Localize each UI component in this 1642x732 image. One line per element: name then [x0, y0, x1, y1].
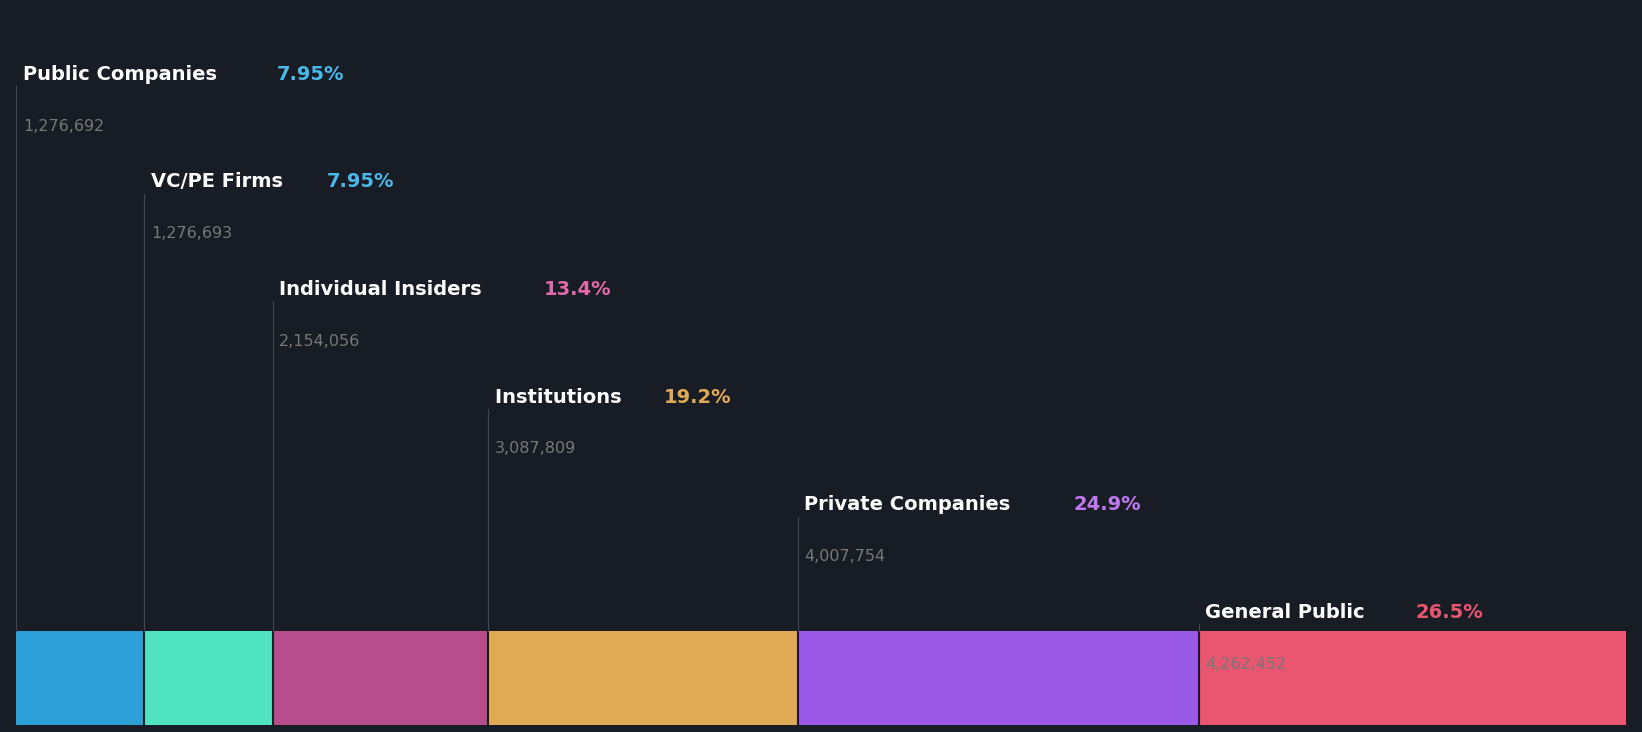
Bar: [273, 632, 488, 725]
Bar: [1199, 632, 1626, 725]
Text: VC/PE Firms: VC/PE Firms: [151, 172, 289, 191]
Text: 1,276,692: 1,276,692: [23, 119, 103, 133]
Text: Institutions: Institutions: [494, 387, 629, 406]
Bar: [144, 632, 273, 725]
Text: 24.9%: 24.9%: [1074, 495, 1141, 514]
Bar: [488, 632, 798, 725]
Text: 2,154,056: 2,154,056: [279, 334, 360, 348]
Text: Private Companies: Private Companies: [805, 495, 1016, 514]
Text: 7.95%: 7.95%: [277, 64, 345, 83]
Text: 13.4%: 13.4%: [544, 280, 611, 299]
Text: 1,276,693: 1,276,693: [151, 226, 232, 241]
Text: 7.95%: 7.95%: [327, 172, 394, 191]
Bar: [16, 632, 144, 725]
Text: 26.5%: 26.5%: [1415, 602, 1483, 621]
Text: Public Companies: Public Companies: [23, 64, 223, 83]
Text: Individual Insiders: Individual Insiders: [279, 280, 488, 299]
Text: 19.2%: 19.2%: [663, 387, 731, 406]
Text: 4,262,452: 4,262,452: [1205, 657, 1286, 671]
Text: 3,087,809: 3,087,809: [494, 441, 576, 456]
Bar: [798, 632, 1199, 725]
Text: 4,007,754: 4,007,754: [805, 549, 885, 564]
Text: General Public: General Public: [1205, 602, 1371, 621]
